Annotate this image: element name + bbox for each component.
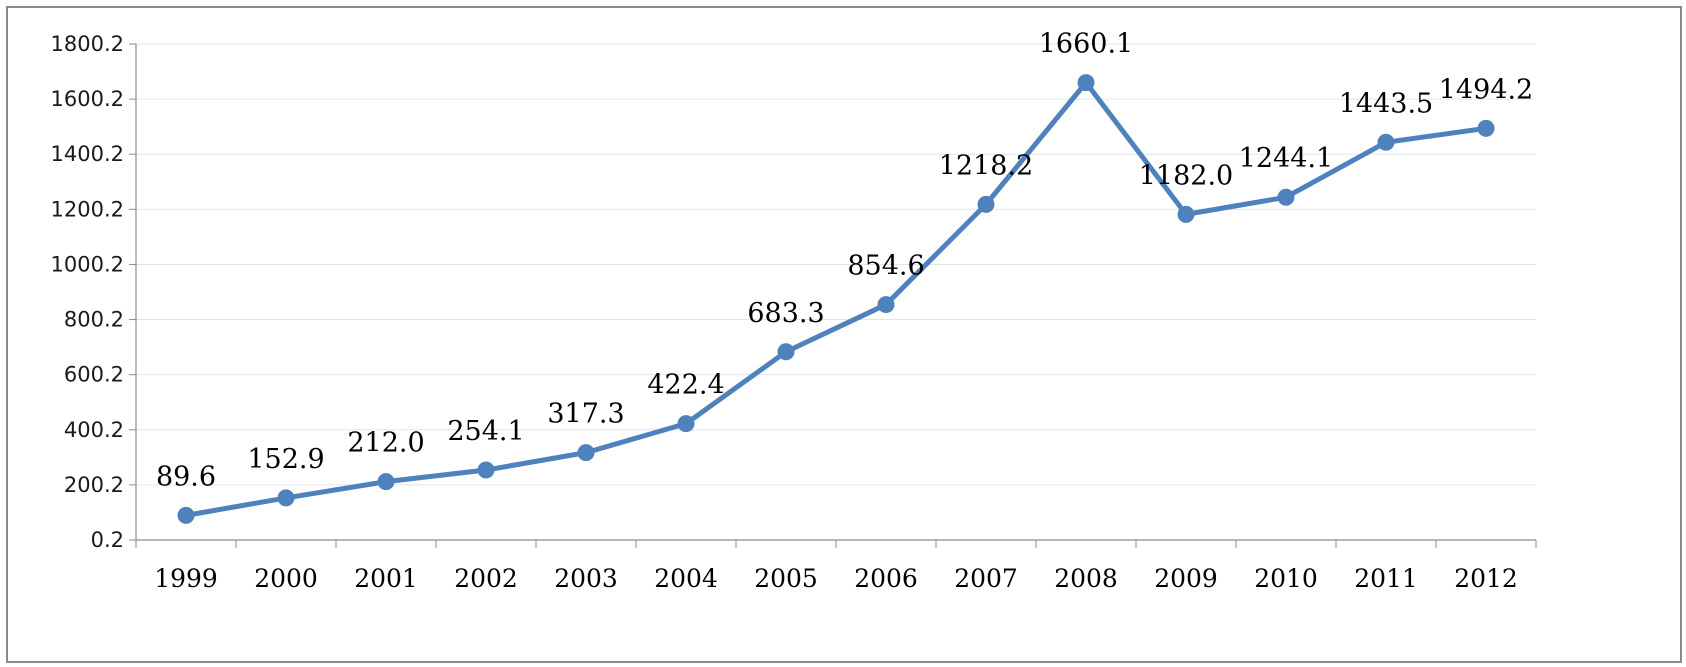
y-tick-label: 600.2 <box>64 363 124 387</box>
line-chart: 0.2 200.2 400.2 600.2 800.2 1000.2 1200.2 1400.… <box>51 29 1537 593</box>
x-tick-label: 2005 <box>754 564 818 593</box>
data-label: 254.1 <box>447 416 524 447</box>
data-label: 317.3 <box>547 399 624 430</box>
y-tick-label: 0.2 <box>91 528 124 552</box>
data-label: 1244.1 <box>1239 143 1333 174</box>
data-point <box>577 444 595 462</box>
data-label: 1443.5 <box>1339 88 1433 119</box>
data-point <box>1077 74 1095 92</box>
data-label: 854.6 <box>847 251 924 282</box>
data-point <box>877 296 895 314</box>
data-point <box>277 489 295 507</box>
data-point <box>977 195 995 213</box>
y-tick-label: 400.2 <box>64 418 124 442</box>
data-label: 683.3 <box>747 298 824 329</box>
y-tick-label: 200.2 <box>64 473 124 497</box>
x-tick-label: 2008 <box>1054 564 1118 593</box>
data-point <box>177 506 195 524</box>
x-tick-label: 2001 <box>354 564 418 593</box>
data-label: 1660.1 <box>1039 29 1133 60</box>
data-point <box>1177 205 1195 223</box>
x-tick-label: 1999 <box>154 564 218 593</box>
chart-frame: 0.2 200.2 400.2 600.2 800.2 1000.2 1200.2 1400.… <box>6 6 1682 663</box>
x-tick-label: 2006 <box>854 564 918 593</box>
data-label: 422.4 <box>647 370 724 401</box>
y-tick-label: 1200.2 <box>51 197 124 221</box>
data-point <box>377 473 395 491</box>
x-tick-label: 2003 <box>554 564 618 593</box>
x-tick-label: 2011 <box>1354 564 1418 593</box>
data-point <box>777 343 795 361</box>
x-tick-label: 2010 <box>1254 564 1318 593</box>
data-point <box>477 461 495 479</box>
y-tick-label: 1800.2 <box>51 32 124 56</box>
data-label: 212.0 <box>347 428 424 459</box>
data-label: 152.9 <box>247 444 324 475</box>
data-point <box>1277 188 1295 206</box>
data-label: 1494.2 <box>1439 74 1533 105</box>
y-tick-label: 800.2 <box>64 308 124 332</box>
data-label: 1182.0 <box>1139 160 1233 191</box>
x-tick-label: 2012 <box>1454 564 1518 593</box>
x-tick-label: 2004 <box>654 564 718 593</box>
data-label: 1218.2 <box>939 150 1033 181</box>
data-point <box>1377 133 1395 151</box>
y-tick-label: 1400.2 <box>51 142 124 166</box>
y-tick-label: 1000.2 <box>51 252 124 276</box>
y-tick-label: 1600.2 <box>51 87 124 111</box>
data-point <box>1477 119 1495 137</box>
x-tick-label: 2007 <box>954 564 1018 593</box>
data-point <box>677 415 695 433</box>
data-label: 89.6 <box>156 461 216 492</box>
series-line <box>183 80 1489 518</box>
x-tick-label: 2000 <box>254 564 318 593</box>
x-tick-label: 2009 <box>1154 564 1218 593</box>
x-tick-label: 2002 <box>454 564 518 593</box>
